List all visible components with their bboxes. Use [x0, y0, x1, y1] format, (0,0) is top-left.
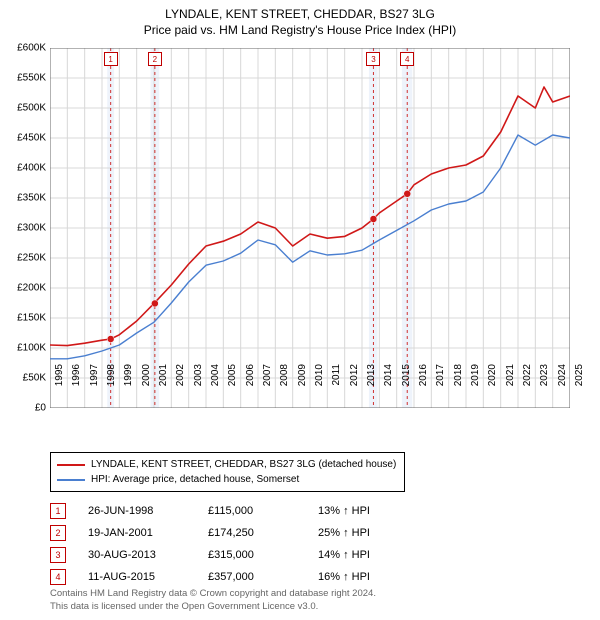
sale-num-box: 1: [50, 503, 66, 519]
y-tick-label: £50K: [0, 373, 46, 384]
x-tick-label: 2020: [487, 364, 498, 386]
sale-marker: 3: [366, 52, 380, 66]
x-tick-label: 2019: [470, 364, 481, 386]
x-tick-label: 2011: [331, 364, 342, 386]
sale-num-box: 4: [50, 569, 66, 585]
sale-date: 19-JAN-2001: [88, 527, 208, 539]
x-tick-label: 2016: [418, 364, 429, 386]
x-tick-label: 2006: [245, 364, 256, 386]
x-tick-label: 1999: [123, 364, 134, 386]
y-tick-label: £300K: [0, 223, 46, 234]
x-tick-label: 2000: [141, 364, 152, 386]
y-tick-label: £350K: [0, 193, 46, 204]
sale-date: 30-AUG-2013: [88, 549, 208, 561]
x-tick-label: 2024: [557, 364, 568, 386]
sale-price: £174,250: [208, 527, 318, 539]
x-tick-label: 2022: [522, 364, 533, 386]
sale-date: 11-AUG-2015: [88, 571, 208, 583]
x-tick-label: 2004: [210, 364, 221, 386]
x-tick-label: 2008: [279, 364, 290, 386]
sales-table: 1 26-JUN-1998£115,00013% ↑ HPI 2 19-JAN-200…: [50, 500, 428, 588]
legend-swatch: [57, 464, 85, 466]
footer: Contains HM Land Registry data © Crown c…: [50, 588, 376, 614]
sale-row: 2 19-JAN-2001£174,25025% ↑ HPI: [50, 522, 428, 544]
sale-row: 4 11-AUG-2015£357,00016% ↑ HPI: [50, 566, 428, 588]
sale-num-box: 2: [50, 525, 66, 541]
x-tick-label: 2010: [314, 364, 325, 386]
sale-pct: 25% ↑ HPI: [318, 527, 428, 539]
x-tick-label: 1997: [89, 364, 100, 386]
sale-marker: 2: [148, 52, 162, 66]
y-tick-label: £150K: [0, 313, 46, 324]
title-block: LYNDALE, KENT STREET, CHEDDAR, BS27 3LG …: [0, 0, 600, 38]
chart-area: 1 2 3 4: [50, 48, 570, 408]
sale-pct: 14% ↑ HPI: [318, 549, 428, 561]
sale-marker: 1: [104, 52, 118, 66]
x-tick-label: 2009: [297, 364, 308, 386]
chart-container: LYNDALE, KENT STREET, CHEDDAR, BS27 3LG …: [0, 0, 600, 620]
footer-line1: Contains HM Land Registry data © Crown c…: [50, 588, 376, 601]
sale-date: 26-JUN-1998: [88, 505, 208, 517]
sale-pct: 13% ↑ HPI: [318, 505, 428, 517]
legend: LYNDALE, KENT STREET, CHEDDAR, BS27 3LG …: [50, 452, 405, 492]
legend-label: LYNDALE, KENT STREET, CHEDDAR, BS27 3LG …: [91, 457, 396, 472]
x-tick-label: 1995: [54, 364, 65, 386]
y-tick-label: £500K: [0, 103, 46, 114]
sale-row: 3 30-AUG-2013£315,00014% ↑ HPI: [50, 544, 428, 566]
x-tick-label: 2014: [383, 364, 394, 386]
x-tick-label: 2017: [435, 364, 446, 386]
x-tick-label: 1998: [106, 364, 117, 386]
legend-row: HPI: Average price, detached house, Some…: [57, 472, 396, 487]
legend-swatch: [57, 479, 85, 481]
x-tick-label: 2002: [175, 364, 186, 386]
x-tick-label: 2007: [262, 364, 273, 386]
legend-label: HPI: Average price, detached house, Some…: [91, 472, 299, 487]
y-tick-label: £600K: [0, 43, 46, 54]
y-tick-label: £0: [0, 403, 46, 414]
sale-marker: 4: [400, 52, 414, 66]
y-tick-label: £100K: [0, 343, 46, 354]
y-tick-label: £400K: [0, 163, 46, 174]
sale-price: £357,000: [208, 571, 318, 583]
footer-line2: This data is licensed under the Open Gov…: [50, 601, 376, 614]
sale-row: 1 26-JUN-1998£115,00013% ↑ HPI: [50, 500, 428, 522]
sale-price: £315,000: [208, 549, 318, 561]
plot-svg: [50, 48, 570, 408]
x-tick-label: 2015: [401, 364, 412, 386]
x-tick-label: 2012: [349, 364, 360, 386]
sale-num-box: 3: [50, 547, 66, 563]
x-tick-label: 2021: [505, 364, 516, 386]
x-tick-label: 1996: [71, 364, 82, 386]
x-tick-label: 2025: [574, 364, 585, 386]
x-tick-label: 2013: [366, 364, 377, 386]
legend-row: LYNDALE, KENT STREET, CHEDDAR, BS27 3LG …: [57, 457, 396, 472]
x-tick-label: 2018: [453, 364, 464, 386]
x-tick-label: 2003: [193, 364, 204, 386]
sale-price: £115,000: [208, 505, 318, 517]
y-tick-label: £450K: [0, 133, 46, 144]
title-sub: Price paid vs. HM Land Registry's House …: [0, 22, 600, 38]
x-tick-label: 2023: [539, 364, 550, 386]
y-tick-label: £550K: [0, 73, 46, 84]
y-tick-label: £250K: [0, 253, 46, 264]
x-tick-label: 2001: [158, 364, 169, 386]
x-tick-label: 2005: [227, 364, 238, 386]
y-tick-label: £200K: [0, 283, 46, 294]
sale-pct: 16% ↑ HPI: [318, 571, 428, 583]
title-main: LYNDALE, KENT STREET, CHEDDAR, BS27 3LG: [0, 6, 600, 22]
